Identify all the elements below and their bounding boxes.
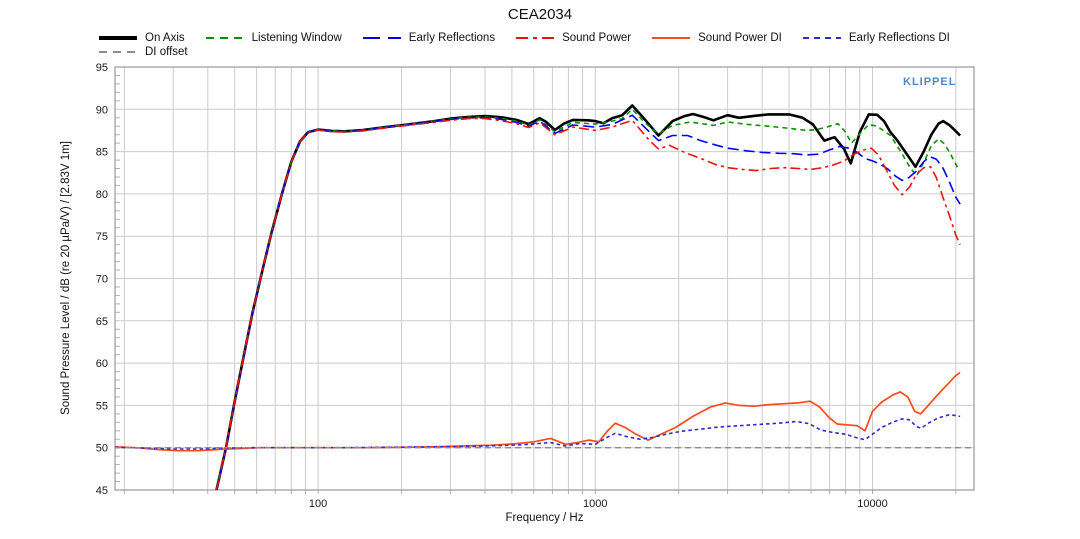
on-axis-line-swatch xyxy=(99,36,137,40)
gridlines xyxy=(115,67,974,490)
svg-text:65: 65 xyxy=(96,316,108,328)
svg-text:85: 85 xyxy=(96,147,108,159)
series-on-axis xyxy=(215,104,962,490)
legend-item-sound-power: Sound Power xyxy=(515,32,631,44)
sound-power-line-swatch xyxy=(516,37,555,39)
svg-text:1000: 1000 xyxy=(583,498,607,510)
legend-label: Listening Window xyxy=(251,32,342,44)
series-sound-power xyxy=(215,117,961,490)
legend-label: Sound Power xyxy=(562,32,632,44)
svg-text:60: 60 xyxy=(96,358,108,370)
svg-text:80: 80 xyxy=(96,189,108,201)
svg-text:95: 95 xyxy=(96,62,108,74)
y-axis-label: Sound Pressure Level / dB (re 20 µPa/V) … xyxy=(60,141,72,415)
legend-item-sound-power-di: Sound Power DI xyxy=(651,32,782,44)
legend-label: Early Reflections xyxy=(408,32,496,44)
legend-label: DI offset xyxy=(145,46,188,58)
svg-text:45: 45 xyxy=(96,485,108,497)
plot-frame xyxy=(114,66,975,491)
listening-window-line-swatch xyxy=(205,37,244,39)
legend-item-early-reflections-di: Early Reflections DI xyxy=(802,32,950,44)
early-reflections-line-swatch xyxy=(362,37,401,39)
legend-row-1: On Axis Listening Window Early Reflectio… xyxy=(98,31,950,45)
minor-ticks xyxy=(115,75,957,494)
sound-power-di-line-swatch xyxy=(652,37,691,39)
legend-row-2: DI offset xyxy=(98,45,950,59)
x-axis-label: Frequency / Hz xyxy=(505,512,584,524)
svg-text:50: 50 xyxy=(96,443,108,455)
legend-label: Sound Power DI xyxy=(698,32,782,44)
tick-labels: 45 50 55 60 65 70 75 80 85 90 95 100 1000 10000 xyxy=(96,62,888,510)
series-early-reflections-di xyxy=(115,413,961,450)
legend-item-listening-window: Listening Window xyxy=(205,32,342,44)
series-listening-window xyxy=(215,108,960,490)
series xyxy=(115,104,973,490)
klippel-watermark: KLIPPEL xyxy=(903,76,957,88)
svg-text:90: 90 xyxy=(96,104,108,116)
svg-text:10000: 10000 xyxy=(857,498,888,510)
svg-text:70: 70 xyxy=(96,274,108,286)
series-early-reflections xyxy=(215,114,961,490)
svg-text:55: 55 xyxy=(96,400,108,412)
legend-item-on-axis: On Axis xyxy=(98,32,185,44)
legend-label: Early Reflections DI xyxy=(848,32,950,44)
svg-text:100: 100 xyxy=(309,498,327,510)
chart-legend: On Axis Listening Window Early Reflectio… xyxy=(98,31,950,59)
legend-item-early-reflections: Early Reflections xyxy=(362,32,495,44)
chart-title: CEA2034 xyxy=(507,6,573,23)
legend-item-di-offset: DI offset xyxy=(98,46,188,58)
series-sound-power-di xyxy=(115,371,961,452)
di-offset-line-swatch xyxy=(99,51,137,53)
svg-text:75: 75 xyxy=(96,231,108,243)
legend-label: On Axis xyxy=(145,32,185,44)
